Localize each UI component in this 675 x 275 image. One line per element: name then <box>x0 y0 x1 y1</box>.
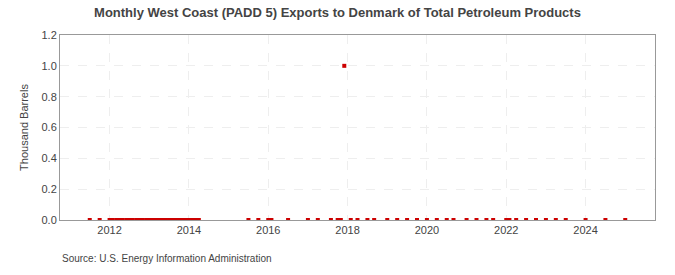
svg-text:0.2: 0.2 <box>42 183 57 195</box>
svg-text:2012: 2012 <box>97 224 121 236</box>
svg-text:1.0: 1.0 <box>42 60 57 72</box>
svg-text:Source: U.S. Energy Informatio: Source: U.S. Energy Information Administ… <box>62 253 272 264</box>
svg-text:2016: 2016 <box>256 224 280 236</box>
svg-text:2014: 2014 <box>177 224 201 236</box>
svg-text:0.6: 0.6 <box>42 121 57 133</box>
svg-text:0.4: 0.4 <box>42 152 57 164</box>
svg-text:0.8: 0.8 <box>42 91 57 103</box>
svg-text:1.2: 1.2 <box>42 29 57 41</box>
svg-text:Monthly West Coast (PADD 5) Ex: Monthly West Coast (PADD 5) Exports to D… <box>94 5 581 20</box>
svg-text:2018: 2018 <box>335 224 359 236</box>
svg-text:2020: 2020 <box>415 224 439 236</box>
svg-text:Thousand Barrels: Thousand Barrels <box>18 84 30 171</box>
svg-text:2022: 2022 <box>494 224 518 236</box>
svg-text:2024: 2024 <box>573 224 597 236</box>
svg-text:0.0: 0.0 <box>42 214 57 226</box>
